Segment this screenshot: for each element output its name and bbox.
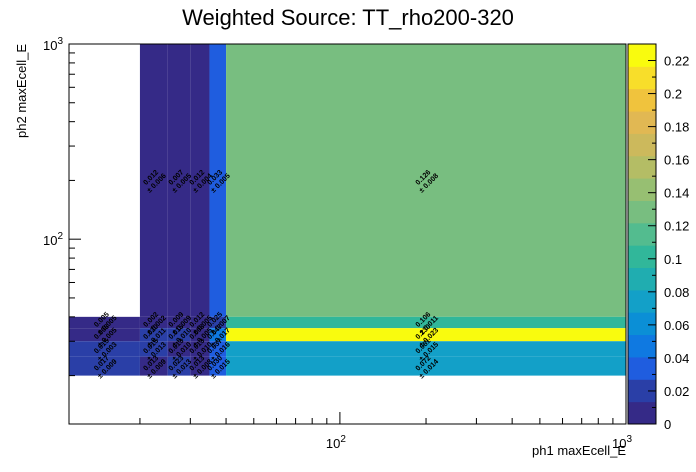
colorbar-segment [628,222,656,246]
color-scale-bar: 0 0.02 0.04 0.06 0.08 0.1 0.12 0.14 0.16 0.18 0.2 0… [627,43,689,432]
heatmap-cell [139,316,168,329]
colorbar-segment [628,401,656,425]
colorbar-tick-label: 0.14 [664,186,689,201]
colorbar-tick-label: 0.2 [664,87,682,102]
heatmap-cell [139,328,168,342]
heatmap-cell [190,356,210,376]
colorbar-tick-label: 0.06 [664,318,689,333]
heatmap-cells [69,44,626,376]
heatmap-cell [167,328,191,342]
colorbar-tick-label: 0.1 [664,252,682,267]
heatmap-cell [139,44,168,317]
colorbar-segment [628,111,656,134]
colorbar-segment [628,200,656,224]
colorbar-tick-label: 0.02 [664,384,689,399]
heatmap-cell [69,328,140,342]
y-tick-label: 103 [43,36,63,53]
colorbar-tick-label: 0.12 [664,219,689,234]
colorbar-tick-label: 0.22 [664,54,689,69]
heatmap-cell [69,341,140,357]
colorbar-segment [628,155,656,179]
colorbar-tick-label: 0.04 [664,351,689,366]
heatmap-cell [226,316,626,329]
heatmap-cell [167,316,191,329]
colorbar-segment [628,379,656,403]
colorbar-tick-label: 0.08 [664,285,689,300]
colorbar-tick-label: 0.18 [664,120,689,135]
heatmap-cell [190,44,210,317]
x-axis-label: ph1 maxEcell_E [532,443,626,458]
colorbar-segment [628,88,656,112]
colorbar-segment [628,334,656,358]
heatmap-cell [209,316,227,329]
heatmap-cell [190,341,210,357]
heatmap-cell [226,328,626,342]
heatmap-cell [209,328,227,342]
heatmap-cell [226,44,626,317]
heatmap-cell [209,356,227,376]
heatmap-cell [167,341,191,357]
colorbar-segment [628,66,656,90]
heatmap-cell [69,356,140,376]
heatmap-cell [209,341,227,357]
colorbar-frame [627,43,657,425]
heatmap-cell [209,44,227,317]
colorbar-tick-label: 0 [664,417,671,432]
chart-title: Weighted Source: TT_rho200-320 [182,5,514,30]
colorbar-segment [628,44,656,67]
x-tick-label: 102 [326,434,346,451]
heatmap-cell [226,341,626,357]
y-axis-label: ph2 maxEcell_E [14,44,29,138]
heatmap-cell [167,44,191,317]
colorbar-segment [628,133,656,157]
colorbar-segment [628,312,656,336]
heatmap-cell [190,316,210,329]
colorbar-segment [628,245,656,269]
colorbar-segment [628,267,656,291]
heatmap-cell [139,341,168,357]
y-tick-label: 102 [43,231,63,248]
heatmap-cell [190,328,210,342]
heatmap-cell [226,356,626,376]
heatmap-cell [167,356,191,376]
plot-frame [68,43,627,425]
colorbar-tick-label: 0.16 [664,153,689,168]
heatmap-cell [139,356,168,376]
heatmap-cell [69,316,140,329]
colorbar-segment [628,356,656,380]
colorbar-segment [628,178,656,201]
colorbar-segment [628,289,656,313]
